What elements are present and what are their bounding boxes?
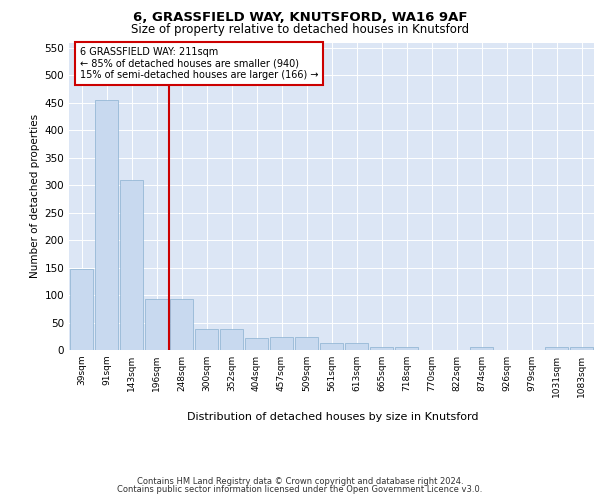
Text: Distribution of detached houses by size in Knutsford: Distribution of detached houses by size … (187, 412, 479, 422)
Bar (470, 348, 493, 350)
Text: 6, GRASSFIELD WAY, KNUTSFORD, WA16 9AF: 6, GRASSFIELD WAY, KNUTSFORD, WA16 9AF (133, 11, 467, 24)
Bar (545, 348, 568, 350)
Text: Size of property relative to detached houses in Knutsford: Size of property relative to detached ho… (131, 22, 469, 36)
Bar (570, 348, 593, 350)
Text: 6 GRASSFIELD WAY: 211sqm
← 85% of detached houses are smaller (940)
15% of semi-: 6 GRASSFIELD WAY: 211sqm ← 85% of detach… (79, 47, 318, 80)
Text: Contains public sector information licensed under the Open Government Licence v3: Contains public sector information licen… (118, 485, 482, 494)
Bar (195, 329, 218, 350)
Bar (370, 348, 393, 350)
Bar (145, 300, 168, 350)
Bar (395, 348, 418, 350)
Y-axis label: Number of detached properties: Number of detached properties (30, 114, 40, 278)
Bar (95, 100, 118, 350)
Bar (170, 300, 193, 350)
Bar (245, 338, 268, 350)
Bar (320, 343, 343, 350)
Bar (345, 343, 368, 350)
Bar (295, 338, 318, 350)
Text: Contains HM Land Registry data © Crown copyright and database right 2024.: Contains HM Land Registry data © Crown c… (137, 477, 463, 486)
Bar (70, 268, 93, 350)
Bar (120, 180, 143, 350)
Bar (220, 329, 243, 350)
Bar (270, 338, 293, 350)
